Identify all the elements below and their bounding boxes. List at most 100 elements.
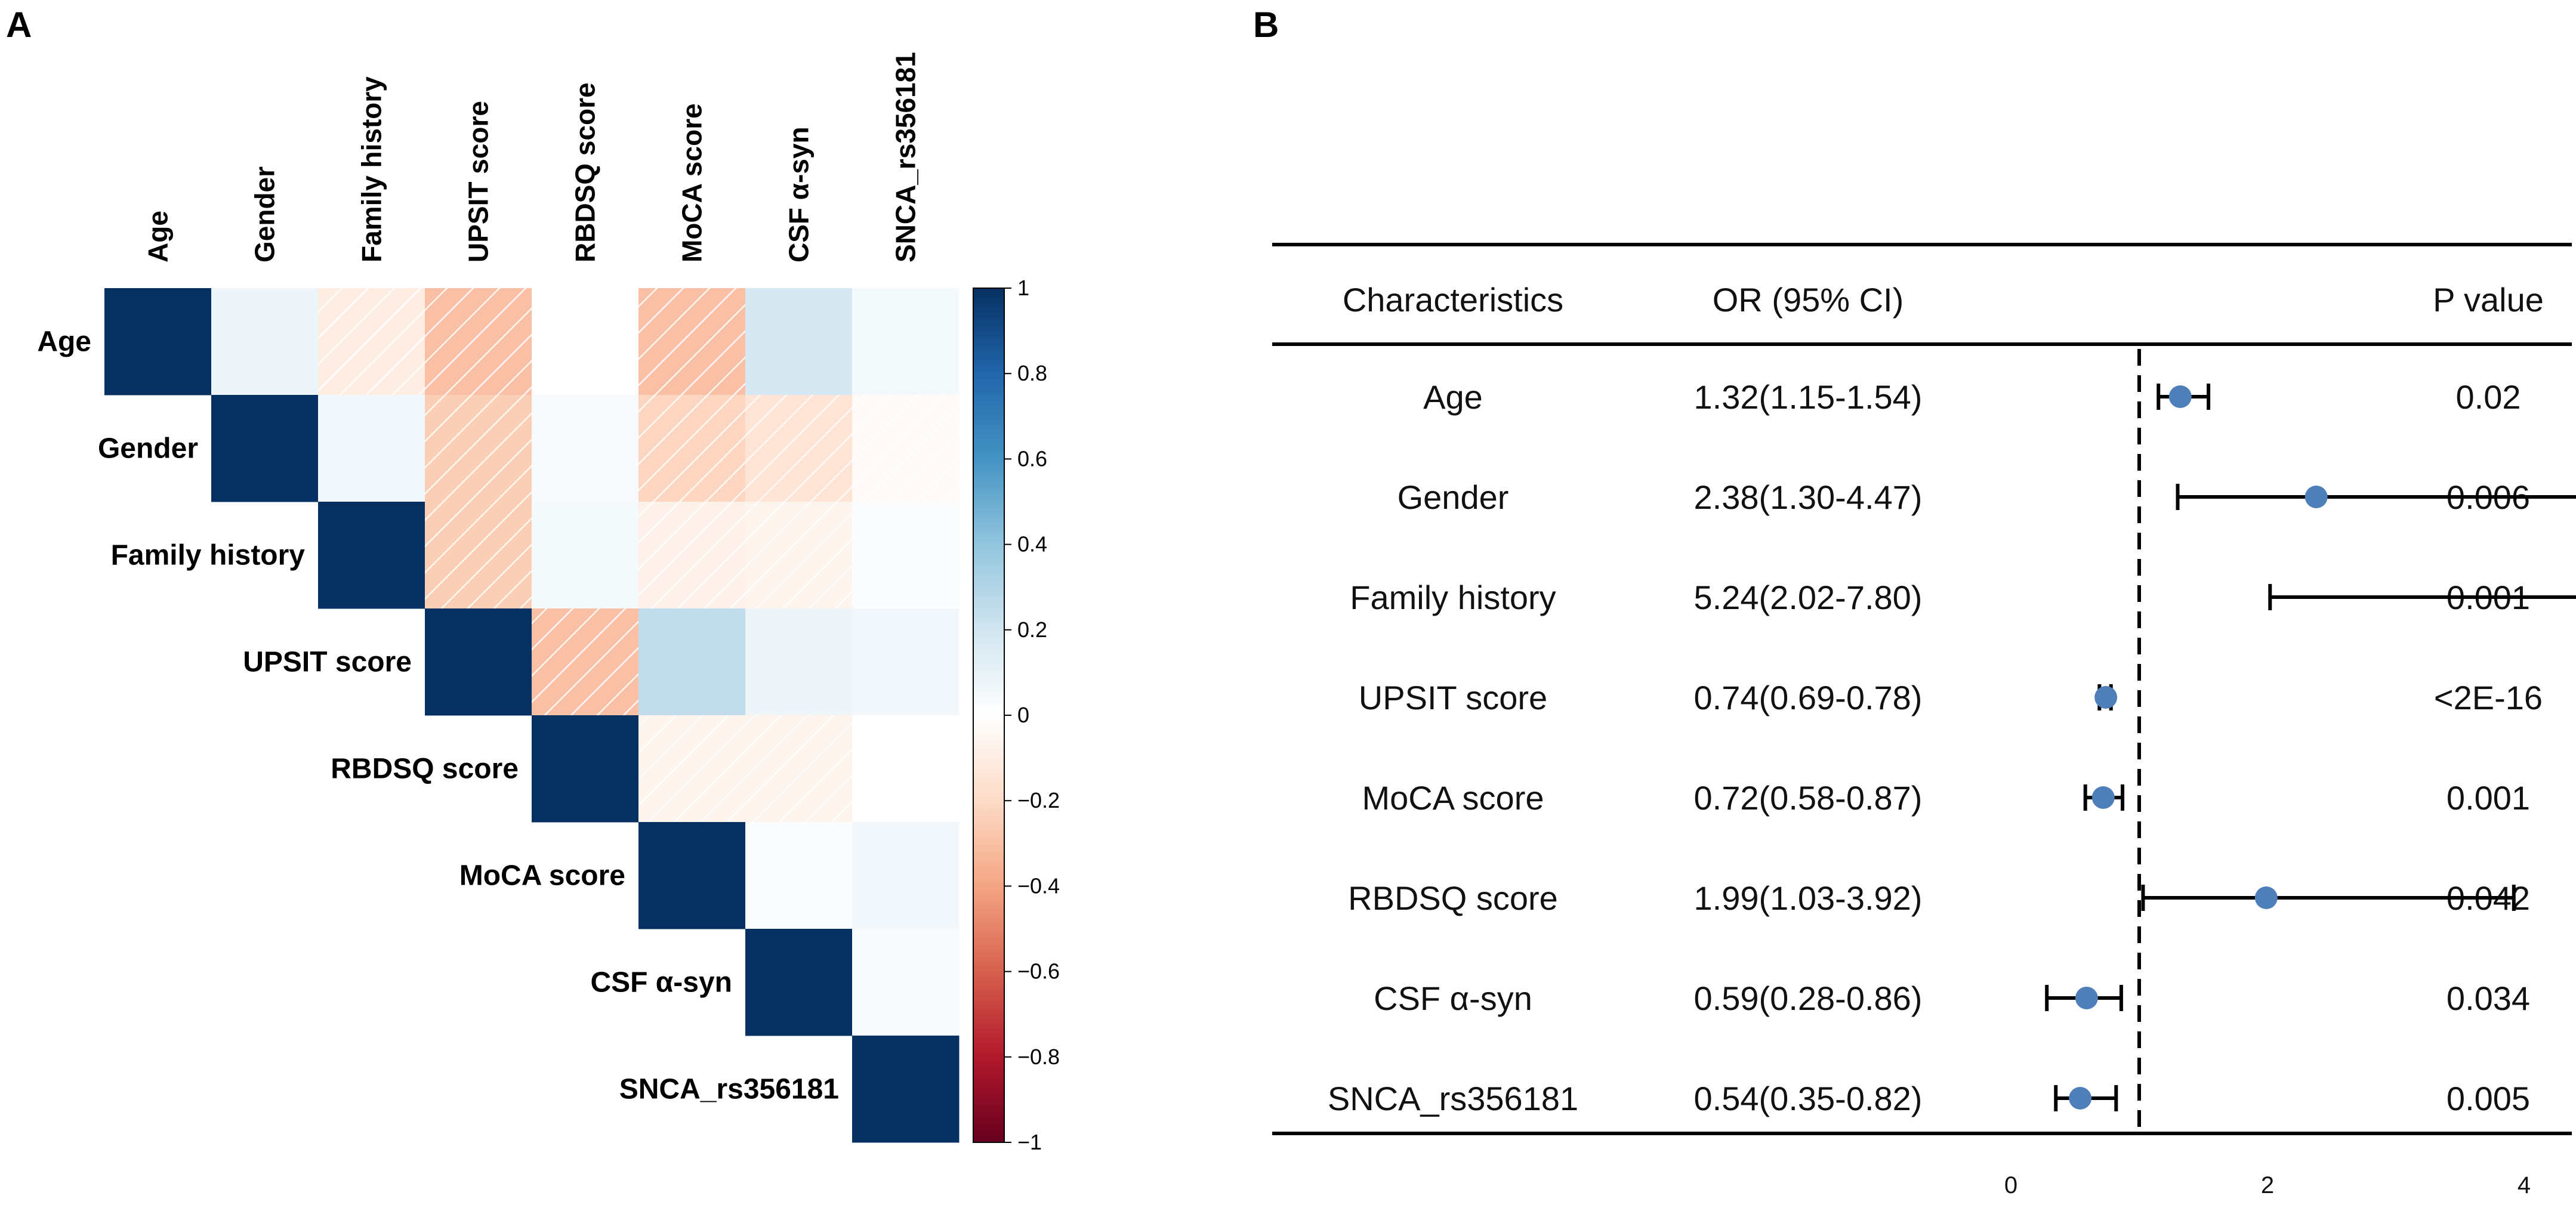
forest-row-gender: Gender 2.38(1.30-4.47) 0.006 [1397, 478, 2576, 516]
figure: A B Age Gender Family history UPSIT score RB… [0, 0, 2576, 1205]
heatmap-cell-family-history-rbdsq-score [532, 502, 639, 609]
heatmap-cell-upsit-score-csf-syn [745, 608, 853, 716]
or-point-upsit-score [2094, 686, 2117, 709]
or-point-snca-rs356181 [2069, 1087, 2091, 1110]
row-name-moca-score: MoCA score [1362, 779, 1544, 817]
colorbar-tick-label: 0.4 [1017, 532, 1047, 557]
heatmap-hatch-age-family-history [318, 288, 425, 395]
forest-row-moca-score: MoCA score 0.72(0.58-0.87) 0.001 [1362, 779, 2531, 817]
forest-row-upsit-score: UPSIT score 0.74(0.69-0.78) <2E-16 [1359, 679, 2543, 716]
row-label-moca-score: MoCA score [459, 860, 625, 892]
column-label-moca-score: MoCA score [677, 103, 708, 262]
forest-x-axis: 0246 [2004, 1172, 2576, 1198]
forest-row-rbdsq-score: RBDSQ score 1.99(1.03-3.92) 0.042 [1348, 879, 2530, 917]
colorbar-ticks: 10.80.60.40.20−0.2−0.4−0.6−0.8−1 [1004, 276, 1060, 1154]
heatmap-hatch-rbdsq-score-moca-score [638, 715, 745, 822]
heatmap-cell-age-snca-rs356181 [852, 288, 960, 396]
column-label-upsit-score: UPSIT score [463, 101, 494, 262]
column-label-age: Age [143, 211, 174, 262]
row-label-upsit-score: UPSIT score [243, 647, 412, 678]
row-p-snca-rs356181: 0.005 [2447, 1080, 2530, 1117]
heatmap-cell-age-csf-syn [745, 288, 853, 396]
column-label-csf-syn: CSF α-syn [783, 126, 815, 262]
x-tick-label: 2 [2261, 1172, 2274, 1198]
colorbar-tick-label: −1 [1017, 1130, 1042, 1154]
colorbar: 1 0.8 0.6 0.4 0.2 0 −0.2 −0.4 −0.6 −0.8 −1 [973, 276, 1060, 1154]
heatmap-cell-family-history-snca-rs356181 [852, 502, 960, 609]
heatmap-cells [104, 288, 960, 1143]
panel-label-b: B [1253, 5, 1279, 45]
column-label-snca-rs356181: SNCA_rs356181 [890, 52, 921, 262]
or-point-rbdsq-score [2255, 886, 2278, 909]
row-or-upsit-score: 0.74(0.69-0.78) [1694, 679, 1923, 716]
colorbar-tick-label: 0 [1017, 703, 1029, 727]
row-name-snca-rs356181: SNCA_rs356181 [1328, 1080, 1578, 1117]
row-name-family-history: Family history [1350, 579, 1556, 616]
x-tick-label: 0 [2004, 1172, 2017, 1198]
row-or-snca-rs356181: 0.54(0.35-0.82) [1694, 1080, 1923, 1117]
colorbar-tick-label: −0.8 [1017, 1045, 1060, 1069]
forest-plot: Characteristics OR (95% CI) P value Age 1… [1272, 245, 2576, 1198]
header-characteristics: Characteristics [1343, 281, 1563, 319]
row-or-rbdsq-score: 1.99(1.03-3.92) [1694, 879, 1923, 917]
row-label-snca-rs356181: SNCA_rs356181 [619, 1074, 839, 1105]
row-or-family-history: 5.24(2.02-7.80) [1694, 579, 1923, 616]
heatmap-cell-age-rbdsq-score [532, 288, 639, 396]
heatmap-cell-upsit-score-snca-rs356181 [852, 608, 960, 716]
heatmap-cell-family-history-family-history [318, 502, 425, 609]
heatmap-hatch-rbdsq-score-csf-syn [745, 715, 852, 822]
row-label-family-history: Family history [111, 540, 306, 571]
row-or-age: 1.32(1.15-1.54) [1694, 378, 1923, 416]
colorbar-tick-label: 0.2 [1017, 617, 1047, 642]
row-p-moca-score: 0.001 [2447, 779, 2530, 817]
colorbar-tick-label: −0.4 [1017, 873, 1060, 898]
heatmap-cell-moca-score-snca-rs356181 [852, 822, 960, 929]
or-point-csf-syn [2075, 987, 2098, 1009]
row-label-csf-syn: CSF α-syn [590, 967, 732, 999]
panel-label-a: A [6, 5, 32, 45]
column-label-rbdsq-score: RBDSQ score [570, 82, 601, 262]
forest-row-csf-syn: CSF α-syn 0.59(0.28-0.86) 0.034 [1374, 980, 2530, 1017]
heatmap-cell-rbdsq-score-rbdsq-score [532, 715, 639, 823]
heatmap-cell-snca-rs356181-snca-rs356181 [852, 1036, 960, 1143]
forest-row-age: Age 1.32(1.15-1.54) 0.02 [1423, 378, 2521, 416]
colorbar-gradient [973, 288, 1004, 1142]
row-name-upsit-score: UPSIT score [1359, 679, 1547, 716]
heatmap-cell-gender-gender [211, 395, 319, 502]
heatmap-hatch-gender-snca-rs356181 [852, 395, 959, 502]
row-p-upsit-score: <2E-16 [2434, 679, 2543, 716]
row-name-age: Age [1423, 378, 1483, 416]
heatmap-hatch-family-history-moca-score [638, 502, 745, 608]
heatmap-hatch-gender-upsit-score [425, 395, 532, 502]
heatmap-cell-gender-rbdsq-score [532, 395, 639, 502]
row-label-rbdsq-score: RBDSQ score [331, 753, 519, 785]
row-name-csf-syn: CSF α-syn [1374, 980, 1532, 1017]
heatmap-cell-moca-score-moca-score [638, 822, 746, 929]
heatmap-cell-rbdsq-score-snca-rs356181 [852, 715, 960, 823]
row-or-moca-score: 0.72(0.58-0.87) [1694, 779, 1923, 817]
or-point-moca-score [2092, 786, 2115, 809]
forest-rows: Age 1.32(1.15-1.54) 0.02 Gender 2.38(1.30-4.… [1328, 378, 2576, 1117]
heatmap-hatch-gender-moca-score [638, 395, 745, 502]
row-label-age: Age [37, 326, 91, 358]
row-p-age: 0.02 [2456, 378, 2521, 416]
colorbar-tick-label: 0.6 [1017, 446, 1047, 471]
heatmap-cell-csf-syn-csf-syn [745, 929, 853, 1036]
column-label-gender: Gender [249, 166, 280, 262]
heatmap-cell-moca-score-csf-syn [745, 822, 853, 929]
forest-row-snca-rs356181: SNCA_rs356181 0.54(0.35-0.82) 0.005 [1328, 1080, 2530, 1117]
row-p-csf-syn: 0.034 [2447, 980, 2530, 1017]
heatmap-column-labels: Age Gender Family history UPSIT score RBDSQ … [143, 52, 921, 262]
row-name-rbdsq-score: RBDSQ score [1348, 879, 1558, 917]
or-point-gender [2305, 486, 2328, 508]
colorbar-tick-label: −0.2 [1017, 788, 1060, 812]
correlation-heatmap: Age Gender Family history UPSIT score RBDSQ … [37, 52, 959, 1142]
header-or: OR (95% CI) [1713, 281, 1904, 319]
colorbar-tick-label: −0.6 [1017, 959, 1060, 984]
heatmap-cell-gender-family-history [318, 395, 425, 502]
heatmap-hatch-age-upsit-score [425, 288, 532, 395]
or-point-age [2169, 385, 2192, 408]
heatmap-hatch-age-moca-score [638, 288, 745, 395]
heatmap-cell-age-gender [211, 288, 319, 396]
heatmap-hatch-gender-csf-syn [745, 395, 852, 502]
